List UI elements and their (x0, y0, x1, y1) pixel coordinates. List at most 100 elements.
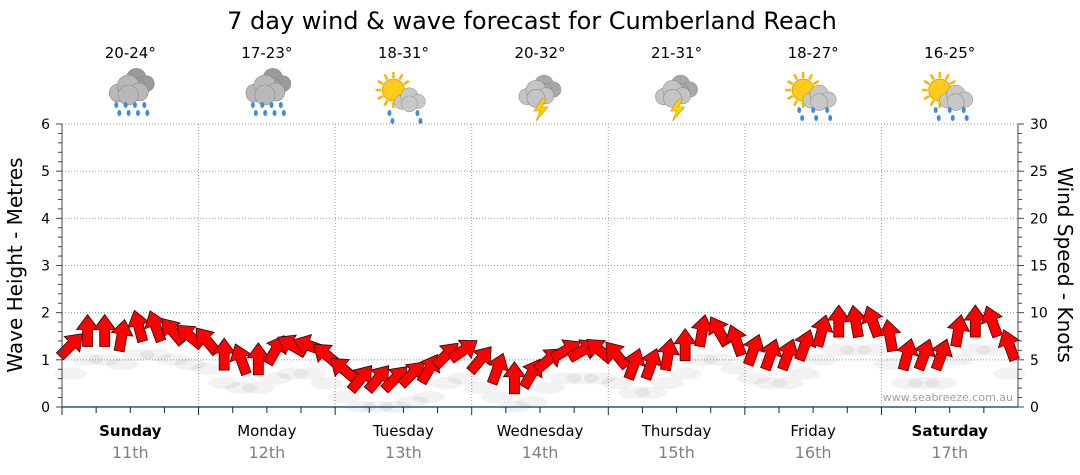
arrow-shadow (174, 358, 207, 371)
wind-arrow (708, 316, 732, 348)
rain-drop (387, 110, 392, 116)
arrow-shadow (891, 377, 924, 390)
arrow-shadow (310, 377, 343, 390)
left-tick-label: 0 (41, 400, 50, 416)
sun-ray (383, 99, 389, 107)
arrow-shadow (754, 377, 787, 390)
sun-ray (377, 79, 384, 86)
left-tick-label: 2 (41, 306, 50, 322)
date-label: 13th (385, 443, 422, 462)
arrow-shadow (276, 367, 309, 380)
rain-cloud-icon (245, 68, 292, 116)
rain-drop (811, 107, 816, 113)
left-tick-label: 4 (41, 211, 50, 227)
sun-ray (812, 79, 820, 86)
temperature-label: 17-23° (241, 44, 292, 62)
lightning-bolt (670, 98, 686, 122)
arrow-shadow (839, 344, 872, 357)
wind-arrow (742, 333, 766, 367)
rain-drop (142, 102, 147, 108)
right-tick-label: 15 (1030, 259, 1048, 275)
sun-ray (923, 94, 930, 101)
wind-arrow (55, 333, 84, 361)
wind-arrow (913, 338, 936, 372)
rain-drop (797, 107, 802, 113)
sun-ray (403, 79, 410, 86)
rain-drop (950, 115, 955, 121)
temperature-label: 20-32° (514, 44, 565, 62)
date-label: 14th (522, 443, 559, 462)
arrow-shadow (191, 362, 224, 375)
arrow-shadow (242, 381, 275, 394)
wind-arrow (656, 337, 680, 372)
rain-drop (281, 110, 286, 116)
rain-drop (117, 110, 122, 116)
arrow-shadow (908, 377, 941, 390)
arrow-shadow (925, 377, 958, 390)
wind-arrows (55, 304, 1020, 395)
day-label: Tuesday (372, 422, 434, 440)
arrow-shadow (959, 344, 992, 357)
rain-cloud-icon (108, 68, 155, 116)
arrow-shadow (873, 358, 906, 371)
rain-drop (272, 110, 277, 116)
wind-arrow (946, 314, 971, 348)
left-tick-label: 1 (41, 353, 50, 369)
sun-ray (929, 99, 935, 107)
arrow-shadow (549, 372, 582, 385)
temperature-label: 20-24° (105, 44, 156, 62)
wind-arrow (810, 314, 834, 348)
arrow-shadow (771, 377, 804, 390)
wind-arrow (447, 339, 478, 364)
arrow-shadow (600, 377, 633, 390)
lightning-bolt (533, 98, 549, 122)
sun-ray (923, 79, 930, 86)
arrow-shadow (532, 381, 565, 394)
arrow-shadow (259, 372, 292, 385)
wind-arrow (724, 324, 747, 358)
day-label: Wednesday (497, 422, 584, 440)
arrow-shadow (686, 353, 719, 366)
temperature-label: 18-27° (788, 44, 839, 62)
arrow-shadow (856, 344, 889, 357)
sun-cloud-rain-icon (785, 72, 837, 121)
right-tick-label: 10 (1030, 306, 1048, 322)
rain-drop (415, 110, 420, 116)
sun-ray (793, 99, 799, 107)
sun-ray (808, 73, 814, 81)
sun-ray (944, 73, 950, 81)
cloud (245, 74, 286, 106)
rain-drop (800, 115, 805, 121)
wind-arrow (605, 341, 631, 371)
sun-ray (383, 73, 389, 81)
day-label: Monday (237, 422, 296, 440)
rain-drop (814, 115, 819, 121)
arrow-shadow (447, 372, 480, 385)
arrow-shadow (208, 377, 241, 390)
arrow-shadow (327, 391, 360, 404)
arrow-shadow (515, 395, 548, 408)
wind-arrow (930, 338, 953, 372)
rain-drop (936, 115, 941, 121)
arrow-shadow (583, 372, 616, 385)
sun-ray (949, 79, 956, 86)
wind-arrow (466, 346, 492, 376)
temperature-label: 21-31° (651, 44, 702, 62)
arrow-shadow (395, 395, 428, 408)
arrow-shadow (413, 391, 446, 404)
right-tick-label: 25 (1030, 164, 1048, 180)
rain-drop (123, 102, 128, 108)
wind-arrow (878, 318, 902, 353)
arrow-shadow (993, 367, 1026, 380)
rain-drop (253, 110, 258, 116)
arrow-shadow (156, 353, 189, 366)
cloud (518, 80, 555, 108)
rain-drop (278, 102, 283, 108)
day-columns: Sunday 11th 20-24° Monday 12th 17-23° Tuesday 1… (99, 44, 988, 462)
rain-drop (145, 110, 150, 116)
wind-arrow (794, 329, 817, 363)
wind-arrow (623, 347, 646, 381)
right-tick-label: 5 (1030, 353, 1039, 369)
axes: 0 1 2 3 4 5 6 0 5 10 15 20 25 30 (41, 117, 1048, 416)
